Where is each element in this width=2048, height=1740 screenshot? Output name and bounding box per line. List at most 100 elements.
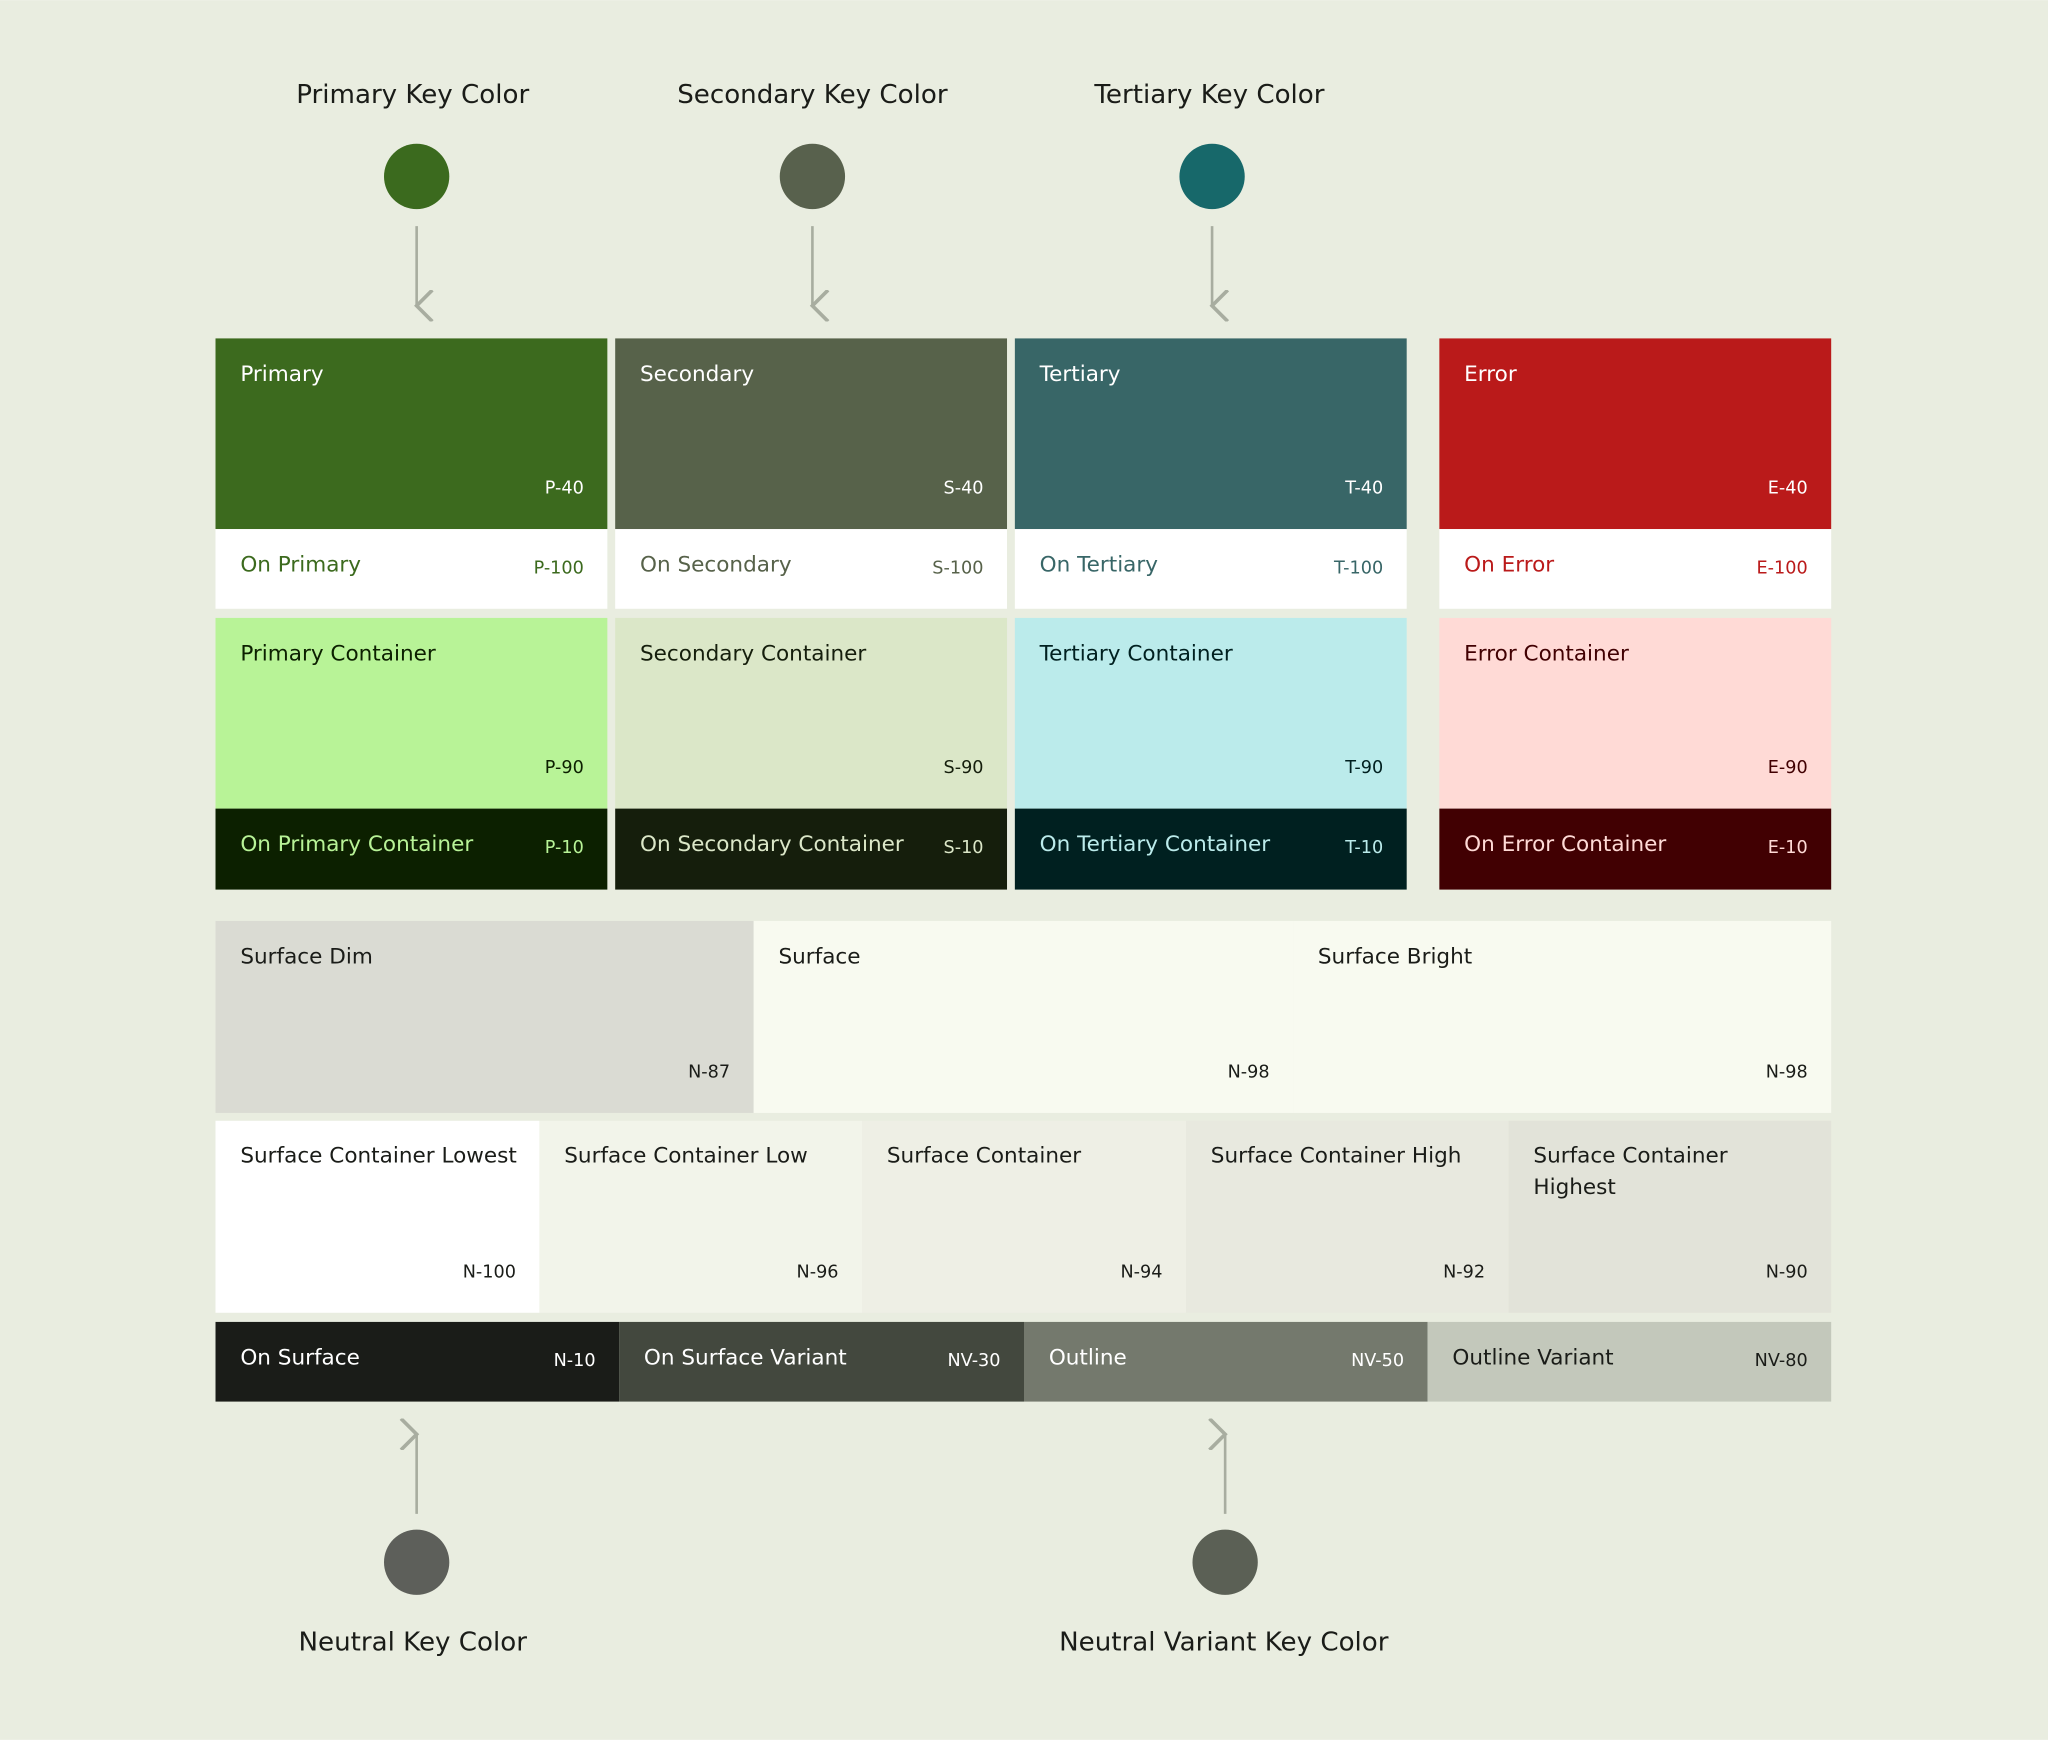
tile-label: On Surface Variant bbox=[644, 1345, 847, 1370]
tile-code: P-100 bbox=[534, 558, 584, 578]
key-color-swatch bbox=[384, 143, 450, 210]
color-tile bbox=[215, 617, 608, 809]
tile-label: Surface Container Highest bbox=[1533, 1142, 1728, 1200]
tile-code: N-98 bbox=[1228, 1062, 1270, 1082]
tile-label: Surface Container Lowest bbox=[240, 1142, 517, 1168]
key-color-swatch bbox=[384, 1529, 450, 1595]
tile-code: N-90 bbox=[1766, 1262, 1808, 1282]
color-tile bbox=[862, 1120, 1186, 1313]
tile-label: Tertiary Container bbox=[1039, 641, 1233, 666]
key-color-swatch bbox=[1179, 143, 1245, 210]
tile-code: P-40 bbox=[545, 479, 584, 499]
key-color-label: Neutral Variant Key Color bbox=[1059, 1628, 1389, 1658]
tile-code: T-40 bbox=[1344, 479, 1383, 499]
color-tile bbox=[215, 1120, 540, 1313]
color-tile bbox=[215, 529, 608, 609]
tile-label: Surface bbox=[778, 945, 860, 970]
tile-label: Secondary Container bbox=[640, 641, 866, 666]
tile-label: Error Container bbox=[1464, 641, 1629, 666]
tile-code: NV-50 bbox=[1351, 1351, 1404, 1371]
tile-label: On Secondary bbox=[640, 553, 792, 578]
tile-label: Primary bbox=[240, 362, 324, 387]
color-tile bbox=[1014, 617, 1407, 809]
color-tile bbox=[1024, 1321, 1428, 1402]
tile-label: Outline bbox=[1049, 1345, 1127, 1370]
tile-label: Surface Container High bbox=[1210, 1142, 1462, 1168]
tile-code: S-90 bbox=[944, 758, 984, 778]
tile-code: T-100 bbox=[1333, 558, 1383, 578]
tile-label: Surface Bright bbox=[1318, 945, 1472, 970]
color-tile bbox=[1439, 617, 1832, 809]
tile-code: S-100 bbox=[932, 558, 983, 578]
tile-label: On Primary Container bbox=[240, 832, 473, 857]
color-tile bbox=[1508, 1120, 1832, 1313]
tile-label: On Tertiary bbox=[1040, 553, 1159, 578]
tile-label: Secondary bbox=[640, 362, 754, 387]
tile-code: N-92 bbox=[1443, 1262, 1485, 1282]
tile-label: On Surface bbox=[240, 1345, 360, 1370]
color-tile bbox=[619, 1321, 1024, 1402]
key-color-label: Secondary Key Color bbox=[677, 80, 948, 110]
color-tile bbox=[539, 1120, 863, 1313]
tile-code: NV-80 bbox=[1755, 1351, 1808, 1371]
tile-label: Primary Container bbox=[240, 641, 436, 666]
tile-code: N-96 bbox=[797, 1262, 839, 1282]
color-tile bbox=[215, 338, 608, 530]
tile-code: N-87 bbox=[688, 1062, 730, 1082]
color-tile bbox=[615, 617, 1008, 809]
tile-label: Surface Container Low bbox=[564, 1142, 808, 1168]
key-color-label: Primary Key Color bbox=[296, 80, 529, 110]
tile-code: P-90 bbox=[545, 758, 584, 778]
tile-label: Outline Variant bbox=[1452, 1345, 1613, 1370]
tile-label: Error bbox=[1464, 362, 1517, 387]
color-tile bbox=[615, 529, 1008, 609]
tile-label: On Error Container bbox=[1464, 832, 1666, 857]
tile-code: S-40 bbox=[944, 479, 984, 499]
key-color-label: Tertiary Key Color bbox=[1093, 80, 1324, 110]
tile-label: On Secondary Container bbox=[640, 832, 904, 857]
tile-code: N-10 bbox=[554, 1351, 596, 1371]
tile-code: E-10 bbox=[1768, 838, 1808, 858]
color-tile bbox=[753, 920, 1294, 1113]
key-color-label: Neutral Key Color bbox=[298, 1628, 527, 1658]
tile-label-box: Surface Container Low bbox=[564, 1142, 808, 1168]
tile-label-box: Surface Container Highest bbox=[1533, 1142, 1728, 1200]
color-tile bbox=[215, 1321, 620, 1402]
key-color-swatch bbox=[779, 143, 846, 210]
tile-label: Surface Container bbox=[886, 1142, 1082, 1168]
color-tile bbox=[215, 808, 608, 890]
tile-label: On Primary bbox=[240, 553, 361, 578]
color-tile bbox=[1185, 1120, 1509, 1313]
color-tile bbox=[1427, 1321, 1832, 1402]
tile-code: N-94 bbox=[1120, 1262, 1162, 1282]
key-color-swatch bbox=[1192, 1529, 1258, 1595]
tile-label: Tertiary bbox=[1039, 362, 1121, 387]
tile-label-box: Surface Container High bbox=[1210, 1142, 1462, 1168]
tile-code: P-10 bbox=[545, 838, 584, 858]
color-tile bbox=[1439, 529, 1832, 609]
color-tile bbox=[615, 338, 1008, 530]
tile-code: T-90 bbox=[1344, 758, 1383, 778]
color-tile bbox=[1014, 808, 1407, 890]
tile-code: E-40 bbox=[1768, 479, 1808, 499]
tile-code: E-100 bbox=[1757, 558, 1808, 578]
color-tile bbox=[1014, 529, 1407, 609]
color-tile bbox=[1293, 920, 1832, 1113]
tile-code: E-90 bbox=[1768, 758, 1808, 778]
tile-code: N-100 bbox=[463, 1262, 516, 1282]
tile-code: N-98 bbox=[1766, 1062, 1808, 1082]
color-tile bbox=[1014, 338, 1407, 530]
tile-label-box: Surface Container Lowest bbox=[240, 1142, 517, 1168]
tile-label-box: Surface Container bbox=[886, 1142, 1082, 1168]
tile-code: NV-30 bbox=[947, 1351, 1000, 1371]
tile-label: On Tertiary Container bbox=[1040, 832, 1271, 857]
color-tile bbox=[1439, 338, 1832, 530]
tile-code: T-10 bbox=[1344, 838, 1383, 858]
tile-label: Surface Dim bbox=[240, 945, 373, 970]
tile-code: S-10 bbox=[944, 838, 984, 858]
color-tile bbox=[215, 920, 754, 1113]
tile-label: On Error bbox=[1464, 553, 1554, 578]
color-tile bbox=[1439, 808, 1832, 890]
